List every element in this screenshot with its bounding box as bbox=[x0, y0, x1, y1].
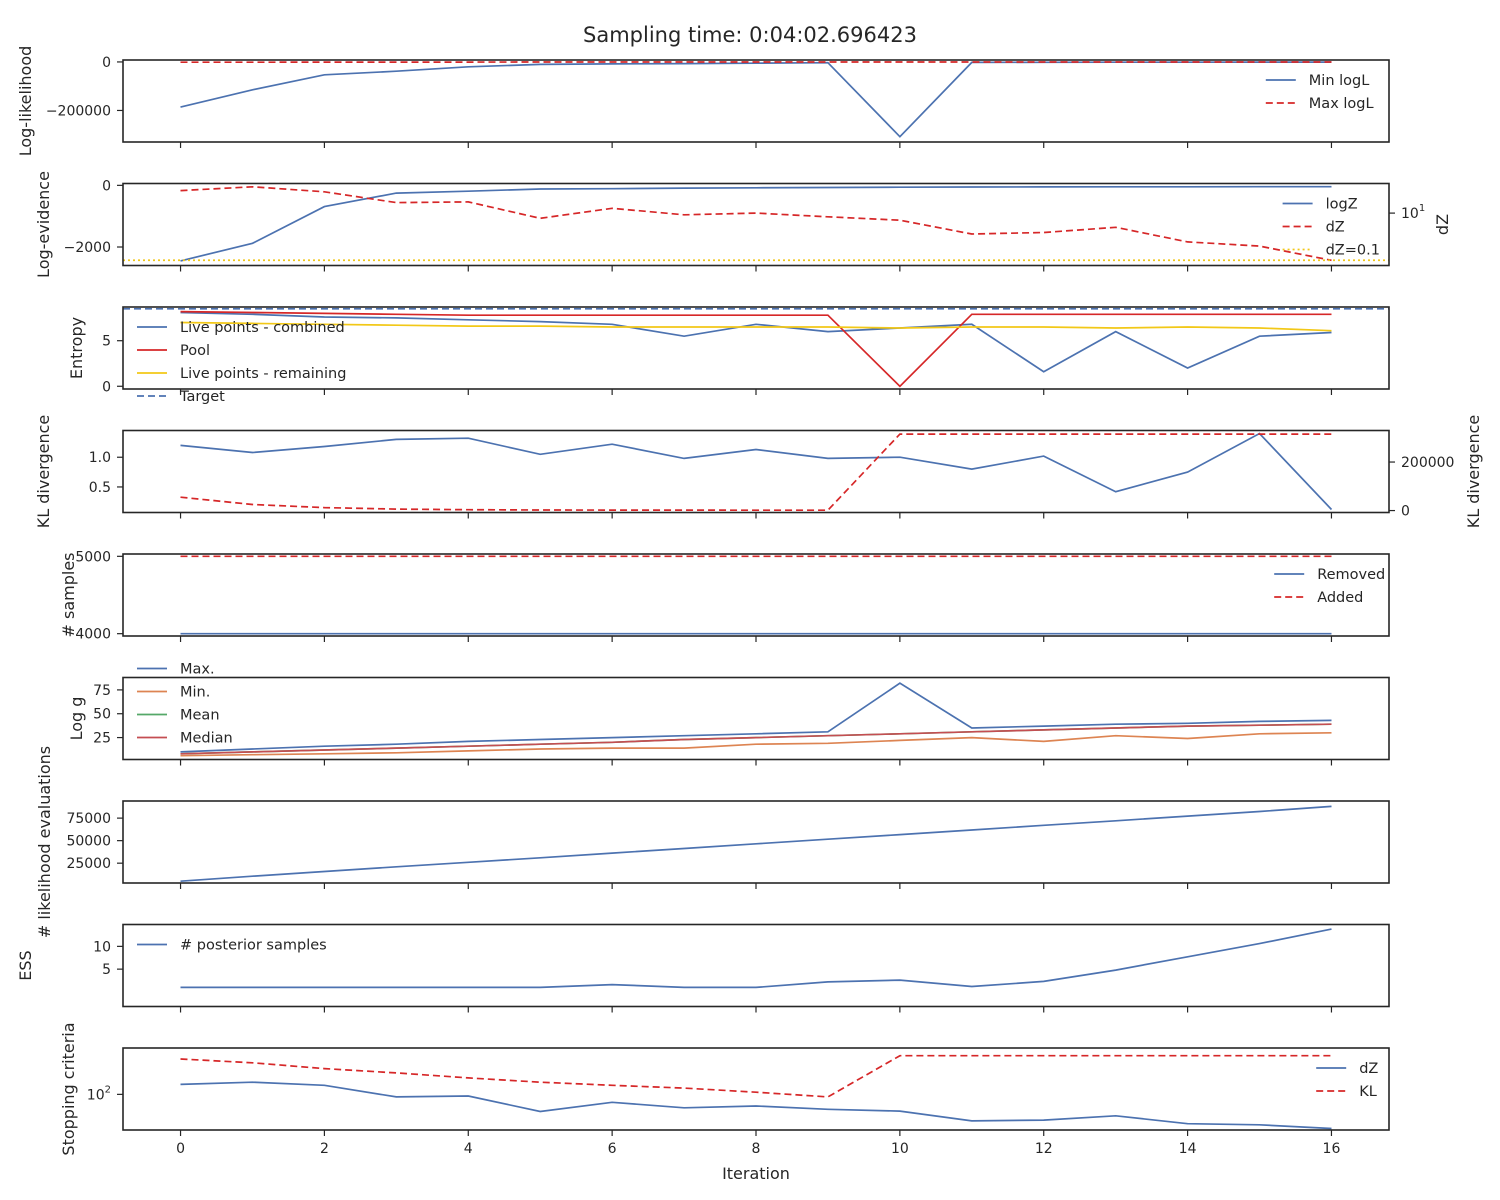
y-tick-label: 0 bbox=[102, 55, 111, 71]
legend-label: Target bbox=[179, 389, 225, 405]
y-tick-label: 5 bbox=[102, 962, 111, 978]
y-tick-label: 1.0 bbox=[89, 450, 111, 466]
x-tick-label: 0 bbox=[176, 1141, 185, 1157]
series-line--likelihood-evaluations bbox=[180, 805, 1332, 883]
panel-loglikelihood: −200000 0 Log-likelihood Min logL Max logL bbox=[16, 46, 1390, 157]
legend-label: Pool bbox=[180, 343, 210, 359]
panel-logevidence: −2000 0 Log-evidence 101 dZ logZ dZ dZ=0.1 bbox=[34, 171, 1452, 278]
y2-tick-label: 0 bbox=[1401, 504, 1410, 520]
legend-label: Mean bbox=[180, 708, 220, 724]
panel-entropy: 0 5 Entropy Live points - combined Pool Live … bbox=[67, 306, 1390, 405]
legend-label: KL bbox=[1359, 1084, 1377, 1100]
legend-label: # posterior samples bbox=[180, 938, 327, 954]
y2-tick-label: 200000 bbox=[1401, 455, 1454, 471]
legend-label: dZ=0.1 bbox=[1326, 243, 1380, 259]
y-tick-label: −2000 bbox=[64, 240, 111, 256]
series-line-live-points-combined bbox=[180, 311, 1332, 373]
legend-label: Max. bbox=[180, 662, 215, 678]
x-tick-label: 6 bbox=[608, 1141, 617, 1157]
legend-label: Max logL bbox=[1309, 96, 1374, 112]
axes-frame bbox=[122, 429, 1390, 514]
axes-frame bbox=[122, 800, 1390, 884]
series-line-pool bbox=[180, 310, 1332, 388]
series-line-kl bbox=[180, 1054, 1332, 1098]
axes-frame bbox=[122, 676, 1390, 761]
series-line--posterior-samples bbox=[180, 928, 1332, 989]
y-tick-label: 5 bbox=[102, 334, 111, 350]
panel-kl: 0.5 1.0 KL divergence 0 200000 KL divergence bbox=[34, 415, 1483, 528]
x-tick-label: 16 bbox=[1323, 1141, 1341, 1157]
y-tick-label: 102 bbox=[87, 1084, 111, 1103]
y-axis-label: Log g bbox=[67, 697, 86, 741]
legend-label: dZ bbox=[1326, 220, 1345, 236]
x-axis-label: Iteration bbox=[722, 1164, 790, 1183]
series-line-min-logl bbox=[180, 61, 1332, 138]
y-axis-label: Stopping criteria bbox=[59, 1022, 78, 1155]
x-tick-label: 12 bbox=[1035, 1141, 1053, 1157]
y-tick-label: 25 bbox=[93, 731, 111, 747]
series-line-min- bbox=[180, 731, 1332, 757]
series-line-kl-divergence bbox=[180, 432, 1333, 511]
legend-label: Live points - combined bbox=[180, 320, 345, 336]
y-axis-label: Entropy bbox=[67, 317, 86, 379]
series-line-dz bbox=[180, 1081, 1332, 1130]
x-tick-label: 4 bbox=[464, 1141, 473, 1157]
legend-label: dZ bbox=[1359, 1061, 1378, 1077]
y-tick-label: 25000 bbox=[66, 856, 111, 872]
series-line-max- bbox=[180, 682, 1332, 753]
x-tick-label: 8 bbox=[752, 1141, 761, 1157]
y-tick-label: 4000 bbox=[75, 627, 111, 643]
figure-title: Sampling time: 0:04:02.696423 bbox=[583, 23, 917, 47]
series-line-live-points-remaining bbox=[180, 321, 1332, 332]
panel-logg: 25 50 75 Log g Max. Min. Mean Median bbox=[67, 662, 1390, 766]
panel-stopping: 102 0 2 4 6 8 10 12 14 16 Stopping criteria dZ KL bbox=[59, 1022, 1390, 1157]
legend-label: Median bbox=[180, 731, 233, 747]
y-axis-label: Log-likelihood bbox=[16, 46, 35, 157]
y-tick-label: 0 bbox=[102, 379, 111, 395]
legend-label: logZ bbox=[1326, 197, 1358, 213]
y2-axis-label: KL divergence bbox=[1464, 415, 1483, 528]
y-tick-label: 10 bbox=[93, 939, 111, 955]
legend-label: Live points - remaining bbox=[180, 366, 346, 382]
x-tick-label: 10 bbox=[891, 1141, 909, 1157]
panel-likelihoodevals: 25000 50000 75000 # likelihood evaluations bbox=[35, 746, 1390, 938]
series-line-dz bbox=[180, 185, 1332, 262]
y-tick-label: 75000 bbox=[66, 811, 111, 827]
y2-axis-label: dZ bbox=[1433, 214, 1452, 235]
series-line-logz bbox=[180, 185, 1332, 262]
axes-frame bbox=[122, 182, 1390, 267]
x-tick-label: 2 bbox=[320, 1141, 329, 1157]
legend-label: Added bbox=[1317, 590, 1363, 606]
legend-label: Min logL bbox=[1309, 73, 1370, 89]
axes-frame bbox=[122, 1047, 1390, 1131]
y-tick-label: 75 bbox=[93, 683, 111, 699]
axes-frame bbox=[122, 553, 1390, 637]
y-tick-label: 50000 bbox=[66, 834, 111, 850]
panel-ess: 5 10 ESS # posterior samples bbox=[16, 923, 1390, 1013]
axes-frame bbox=[122, 923, 1390, 1008]
y-tick-label: −200000 bbox=[46, 103, 111, 119]
x-tick-label: 14 bbox=[1179, 1141, 1197, 1157]
legend-label: Min. bbox=[180, 685, 210, 701]
y2-tick-label: 101 bbox=[1401, 203, 1425, 222]
y-axis-label: # likelihood evaluations bbox=[35, 746, 54, 938]
series-line-median bbox=[180, 723, 1332, 755]
y-axis-label: # samples bbox=[59, 553, 78, 638]
y-axis-label: ESS bbox=[16, 950, 35, 980]
y-tick-label: 0 bbox=[102, 178, 111, 194]
y-tick-label: 50 bbox=[93, 707, 111, 723]
axes-frame bbox=[122, 59, 1390, 143]
y-axis-label: KL divergence bbox=[34, 415, 53, 528]
legend-label: Removed bbox=[1317, 567, 1385, 583]
axes-frame bbox=[122, 306, 1390, 390]
y-tick-label: 5000 bbox=[75, 549, 111, 565]
y-axis-label: Log-evidence bbox=[34, 171, 53, 278]
series-line-kl-divergence bbox=[180, 433, 1332, 512]
y-tick-label: 0.5 bbox=[89, 480, 111, 496]
panel-samples: 4000 5000# samples Removed Added bbox=[59, 549, 1390, 643]
